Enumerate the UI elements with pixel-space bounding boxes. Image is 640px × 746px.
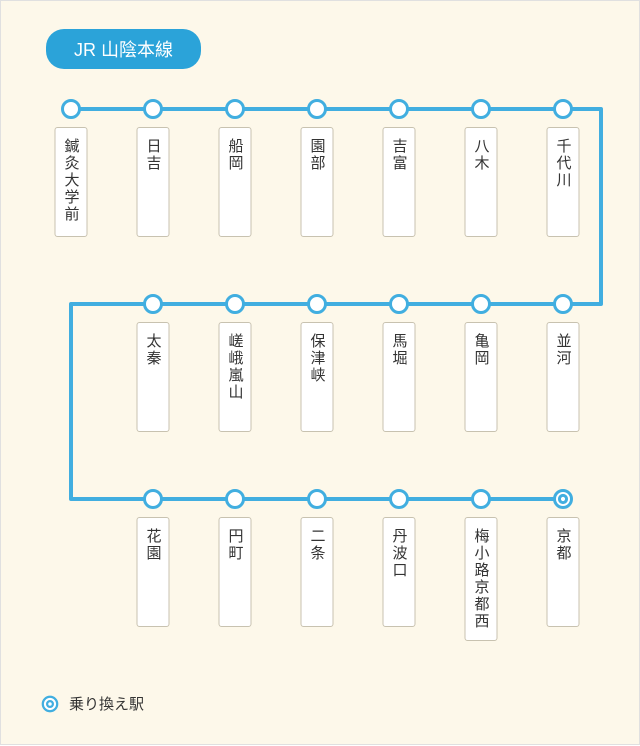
station-marker (309, 296, 326, 313)
station-label[interactable]: 丹波口 (383, 517, 416, 627)
station-label[interactable]: 保津峡 (301, 322, 334, 432)
station-label[interactable]: 二条 (301, 517, 334, 627)
station-marker (309, 101, 326, 118)
station-marker (227, 101, 244, 118)
transfer-icon (41, 695, 59, 713)
station-label[interactable]: 円町 (219, 517, 252, 627)
station-label[interactable]: 千代川 (547, 127, 580, 237)
station-marker (555, 101, 572, 118)
station-marker (145, 101, 162, 118)
station-marker (227, 491, 244, 508)
station-label[interactable]: 船岡 (219, 127, 252, 237)
station-label[interactable]: 鍼灸大学前 (55, 127, 88, 237)
station-label[interactable]: 八木 (465, 127, 498, 237)
station-label[interactable]: 日吉 (137, 127, 170, 237)
station-marker (63, 101, 80, 118)
station-marker (309, 491, 326, 508)
station-marker (391, 101, 408, 118)
station-label[interactable]: 並河 (547, 322, 580, 432)
station-marker (391, 296, 408, 313)
station-marker (473, 101, 490, 118)
station-marker (145, 296, 162, 313)
station-label[interactable]: 馬堀 (383, 322, 416, 432)
station-marker (555, 296, 572, 313)
station-marker (227, 296, 244, 313)
station-label[interactable]: 花園 (137, 517, 170, 627)
station-label[interactable]: 梅小路京都西 (465, 517, 498, 641)
station-marker (473, 296, 490, 313)
station-label[interactable]: 園部 (301, 127, 334, 237)
station-label[interactable]: 吉富 (383, 127, 416, 237)
station-label[interactable]: 京都 (547, 517, 580, 627)
station-label[interactable]: 亀岡 (465, 322, 498, 432)
station-marker (391, 491, 408, 508)
legend: 乗り換え駅 (41, 693, 144, 714)
route-map-frame: JR 山陰本線 鍼灸大学前日吉船岡園部吉富八木千代川太秦嵯峨嵐山保津峡馬堀亀岡並… (0, 0, 640, 745)
legend-label: 乗り換え駅 (69, 693, 144, 714)
station-marker (473, 491, 490, 508)
station-marker (145, 491, 162, 508)
station-marker-inner (559, 495, 566, 502)
station-label[interactable]: 嵯峨嵐山 (219, 322, 252, 432)
station-label[interactable]: 太秦 (137, 322, 170, 432)
